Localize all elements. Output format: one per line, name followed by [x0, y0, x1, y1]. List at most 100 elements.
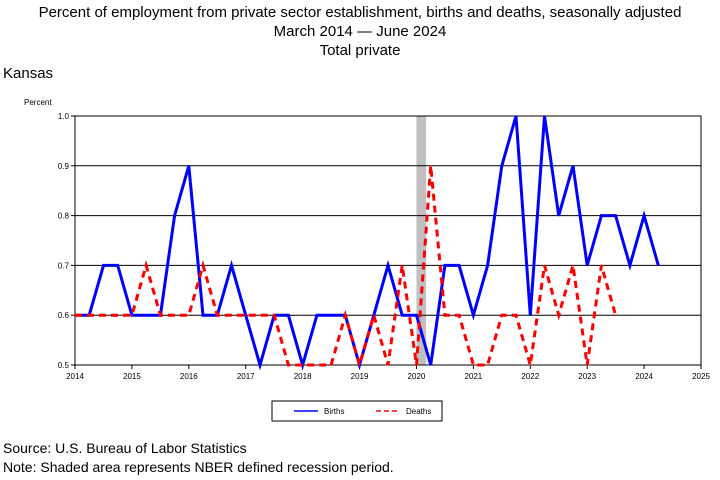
data-point-deaths — [515, 314, 517, 317]
data-point-births — [444, 264, 446, 267]
data-point-deaths — [202, 264, 204, 267]
data-point-deaths — [586, 364, 588, 366]
data-point-deaths — [600, 264, 603, 267]
data-point-births — [259, 364, 261, 366]
data-point-births — [429, 364, 432, 366]
data-point-deaths — [74, 314, 76, 317]
legend-label-births: Births — [324, 407, 344, 416]
plot-frame — [74, 115, 702, 366]
x-tick-label: 2019 — [351, 372, 369, 381]
x-tick-label: 2024 — [635, 372, 653, 381]
data-point-deaths — [301, 364, 304, 366]
data-point-births — [600, 214, 603, 217]
y-tick-label: 0.9 — [58, 162, 70, 171]
x-tick-label: 2025 — [692, 372, 710, 381]
data-point-deaths — [543, 264, 546, 267]
data-point-births — [643, 214, 645, 217]
data-point-deaths — [159, 314, 162, 317]
source-note: Source: U.S. Bureau of Labor Statistics — [3, 440, 247, 456]
legend-label-deaths: Deaths — [406, 407, 431, 416]
data-point-deaths — [330, 364, 332, 366]
data-point-births — [145, 314, 147, 317]
data-point-deaths — [444, 314, 446, 317]
data-point-births — [557, 214, 560, 217]
data-point-deaths — [244, 314, 247, 317]
data-point-births — [629, 264, 631, 267]
y-tick-label: 1.0 — [58, 112, 70, 121]
date-range-start: March 2014 — [273, 23, 353, 40]
y-axis-label: Percent — [24, 98, 52, 107]
recession-shade — [416, 116, 427, 365]
data-point-deaths — [572, 264, 574, 267]
x-tick-label: 2021 — [464, 372, 482, 381]
data-point-births — [188, 165, 190, 167]
x-tick-label: 2018 — [294, 372, 312, 381]
data-point-deaths — [88, 314, 91, 317]
legend-box — [271, 400, 443, 422]
data-point-deaths — [387, 364, 389, 366]
x-tick-label: 2016 — [180, 372, 198, 381]
data-point-deaths — [401, 264, 404, 267]
x-tick-label: 2020 — [408, 372, 426, 381]
data-point-deaths — [415, 364, 418, 366]
y-tick-label: 0.5 — [58, 361, 70, 370]
data-point-births — [657, 264, 660, 267]
y-tick-label: 0.6 — [58, 311, 70, 320]
data-point-births — [202, 314, 204, 317]
data-point-births — [316, 314, 318, 317]
data-point-births — [330, 314, 332, 317]
data-point-deaths — [316, 364, 318, 366]
data-point-deaths — [273, 314, 275, 317]
chart-title: Percent of employment from private secto… — [38, 4, 682, 21]
data-point-deaths — [429, 165, 432, 167]
data-point-deaths — [344, 314, 347, 317]
data-point-births — [586, 264, 588, 267]
data-point-deaths — [557, 314, 560, 317]
data-point-deaths — [486, 364, 489, 366]
x-tick-label: 2017 — [237, 372, 255, 381]
data-point-deaths — [131, 314, 133, 317]
y-tick-label: 0.8 — [58, 212, 70, 221]
data-point-deaths — [458, 314, 460, 317]
chart-subtitle: Total private — [319, 42, 401, 59]
data-point-deaths — [145, 264, 147, 267]
data-point-deaths — [216, 314, 219, 317]
data-point-births — [529, 314, 532, 317]
x-tick-label: 2015 — [123, 372, 141, 381]
y-tick-label: 0.7 — [58, 261, 70, 270]
data-point-deaths — [472, 364, 475, 366]
region-label: Kansas — [3, 65, 54, 82]
data-point-births — [415, 314, 418, 317]
data-point-deaths — [102, 314, 105, 317]
data-point-births — [501, 165, 503, 167]
data-point-births — [116, 264, 119, 267]
data-point-deaths — [173, 314, 176, 317]
data-point-births — [102, 264, 105, 267]
data-point-deaths — [614, 314, 617, 317]
x-tick-label: 2023 — [578, 372, 596, 381]
data-point-births — [230, 264, 233, 267]
recession-note: Note: Shaded area represents NBER define… — [3, 459, 394, 475]
data-point-births — [401, 314, 404, 317]
chart-date-range: March 2014 — June 2024 — [0, 23, 720, 41]
data-point-deaths — [259, 314, 261, 317]
data-point-deaths — [501, 314, 503, 317]
data-point-births — [173, 214, 176, 217]
x-tick-label: 2014 — [66, 372, 84, 381]
date-range-end: June 2024 — [376, 23, 447, 40]
series-line-births — [75, 115, 660, 371]
data-point-births — [486, 264, 489, 267]
date-range-dash: — — [357, 23, 373, 40]
data-point-deaths — [287, 364, 290, 366]
data-point-deaths — [116, 314, 119, 317]
data-point-births — [515, 115, 517, 117]
data-point-births — [543, 115, 546, 117]
data-point-births — [458, 264, 460, 267]
x-tick-label: 2022 — [521, 372, 539, 381]
data-point-births — [614, 214, 617, 217]
data-point-births — [387, 264, 389, 267]
data-point-deaths — [372, 314, 375, 317]
data-point-deaths — [529, 364, 532, 366]
data-point-births — [472, 314, 475, 317]
